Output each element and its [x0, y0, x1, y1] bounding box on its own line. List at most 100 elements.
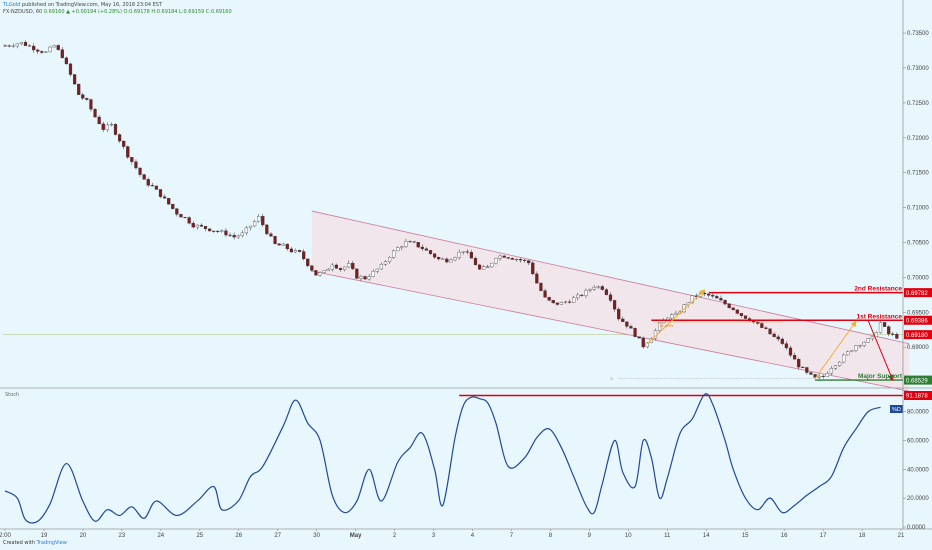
- candle-body: [764, 327, 768, 329]
- candle-body: [392, 250, 396, 258]
- candle-body: [72, 74, 77, 85]
- candle-body: [183, 216, 187, 218]
- candle-body: [866, 338, 870, 343]
- created-with-text: Created with: [3, 540, 35, 546]
- candle-body: [363, 276, 367, 280]
- candle-body: [7, 45, 11, 47]
- price-tick-label: 0.72500: [907, 101, 929, 107]
- candle-body: [158, 189, 163, 197]
- candle-body: [289, 248, 294, 253]
- candle-body: [167, 197, 171, 205]
- price-tick-label: 0.71000: [907, 206, 929, 212]
- candle-body: [731, 307, 735, 311]
- price-tag: [904, 315, 932, 325]
- stoch-panel: %D: [4, 393, 903, 524]
- time-tick-label: 10: [625, 533, 632, 539]
- label-1st-resistance: 1st Resistance: [856, 313, 902, 320]
- candle-body: [576, 294, 580, 299]
- candle-body: [60, 49, 64, 59]
- candle-body: [792, 355, 797, 360]
- candle-body: [236, 235, 240, 238]
- candle-body: [719, 298, 723, 301]
- time-tick-label: 15: [742, 533, 749, 539]
- candle-body: [760, 323, 764, 328]
- tradingview-logo[interactable]: TradingView: [36, 540, 67, 546]
- candle-body: [203, 226, 208, 229]
- candle-body: [670, 314, 674, 319]
- candle-body: [674, 312, 678, 315]
- candle-body: [371, 271, 375, 277]
- candle-body: [412, 241, 416, 243]
- publish-header: TLGold published on TradingView.com, May…: [3, 2, 162, 8]
- candle-body: [85, 98, 89, 100]
- candle-body: [265, 224, 269, 235]
- candle-body: [314, 270, 318, 276]
- time-tick-label: 19: [41, 533, 48, 539]
- candle-body: [469, 252, 474, 259]
- candle-body: [555, 302, 559, 305]
- candle-body: [780, 338, 784, 344]
- candle-body: [854, 345, 858, 351]
- footer: Created with TradingView: [3, 540, 67, 546]
- candle-body: [19, 41, 24, 45]
- stoch-tick-label: 0.0000: [907, 525, 926, 531]
- candle-body: [257, 216, 261, 222]
- candle-body: [473, 258, 478, 266]
- time-tick-label: 20: [80, 533, 87, 539]
- candle-body: [44, 51, 48, 53]
- candle-body: [829, 368, 834, 374]
- candle-body: [891, 333, 895, 335]
- candle-body: [572, 297, 576, 303]
- candle-body: [449, 259, 453, 263]
- candle-body: [432, 253, 437, 258]
- candle-body: [195, 224, 199, 228]
- ohlc-values: 0.69160 ▲ +0.00194 (+0.28%) O:0.69178 H:…: [43, 9, 232, 15]
- candle-body: [130, 157, 134, 162]
- price-tag: [904, 375, 932, 385]
- time-tick-label: 17: [820, 533, 827, 539]
- candle-body: [870, 336, 874, 339]
- candle-body: [567, 301, 572, 303]
- candle-body: [690, 295, 694, 304]
- candle-body: [56, 45, 60, 50]
- time-tick-label: 2: [393, 533, 397, 539]
- candle-body: [596, 286, 600, 288]
- candle-body: [212, 230, 216, 232]
- candle-body: [874, 332, 879, 338]
- candle-body: [150, 185, 154, 187]
- candle-body: [375, 268, 379, 272]
- candle-body: [809, 372, 813, 375]
- stoch-tick-label: 20.0000: [907, 496, 929, 502]
- candle-body: [15, 43, 19, 47]
- candle-body: [621, 318, 625, 322]
- candle-body: [347, 263, 351, 268]
- time-tick-label: 18: [859, 533, 866, 539]
- stoch-legend-label: %D: [892, 407, 901, 413]
- candle-body: [837, 361, 842, 366]
- candle-body: [281, 243, 285, 246]
- candle-body: [846, 351, 850, 356]
- stoch-label: Stoch: [5, 392, 20, 398]
- candle-body: [273, 236, 277, 245]
- candle-body: [629, 326, 633, 329]
- candle-body: [465, 251, 469, 253]
- candle-body: [97, 116, 101, 125]
- stoch-tag: [904, 390, 932, 400]
- chart-annotations: 61.80% 0 2nd Resistance 1st Resistance Major…: [611, 286, 903, 381]
- candle-body: [878, 322, 883, 333]
- candle-body: [142, 174, 146, 180]
- candle-body: [318, 272, 322, 276]
- channel-lower: [311, 270, 910, 392]
- candle-body: [11, 45, 15, 47]
- candle-body: [187, 217, 191, 224]
- candle-body: [608, 294, 613, 301]
- candle-body: [797, 359, 801, 368]
- price-tick-label: 0.73500: [907, 31, 929, 37]
- candle-body: [551, 300, 555, 304]
- author-link[interactable]: TLGold: [3, 2, 21, 8]
- candle-body: [817, 375, 821, 378]
- candle-body: [359, 276, 363, 279]
- symbol-label: FX:NZDUSD, 60: [3, 9, 43, 15]
